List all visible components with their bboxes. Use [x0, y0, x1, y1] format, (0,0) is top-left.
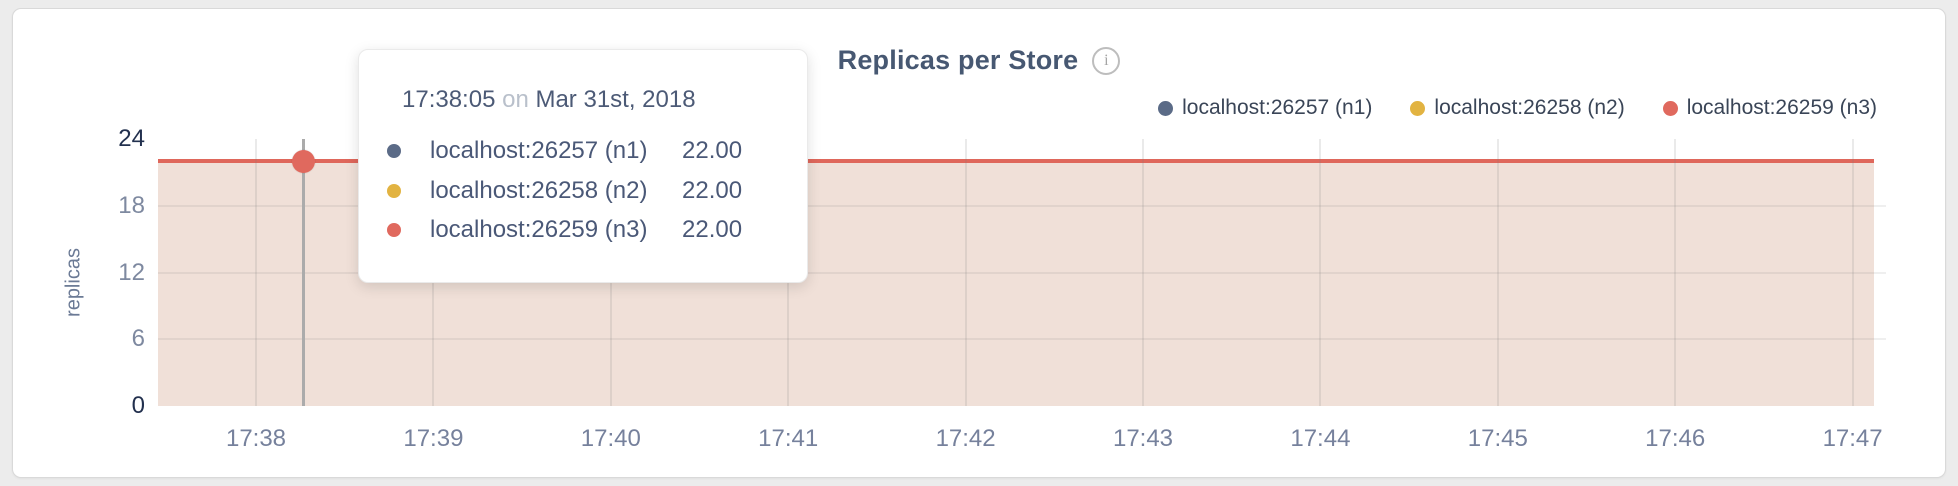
y-axis-title: replicas: [62, 248, 85, 317]
tooltip-series-value: 22.00: [682, 216, 743, 243]
vertical-gridline: [964, 139, 967, 406]
series-line: [158, 159, 1874, 164]
legend-item[interactable]: localhost:26257 (n1): [1158, 96, 1372, 120]
legend-label: localhost:26259 (n3): [1686, 96, 1877, 119]
chart-card: Replicas per Store i localhost:26257 (n1…: [12, 8, 1946, 478]
x-tick-label: 17:41: [758, 425, 819, 452]
legend-item[interactable]: localhost:26259 (n3): [1662, 96, 1877, 120]
tooltip-series-value: 22.00: [682, 176, 743, 204]
x-tick-label: 17:45: [1467, 425, 1528, 452]
legend-label: localhost:26258 (n2): [1434, 96, 1625, 119]
y-tick-label: 6: [131, 325, 145, 353]
vertical-gridline: [1674, 139, 1677, 406]
tooltip-series-name: localhost:26258 (n2): [430, 176, 648, 204]
tooltip-swatch-icon: [387, 183, 401, 198]
tooltip-series-name: localhost:26257 (n1): [430, 137, 648, 164]
tooltip-timestamp: 17:38:05 on Mar 31st, 2018: [402, 86, 696, 114]
vertical-gridline: [1142, 139, 1144, 406]
tooltip-connector: on: [502, 86, 529, 113]
horizontal-gridline: [158, 204, 1886, 207]
vertical-gridline: [255, 139, 257, 406]
legend-item[interactable]: localhost:26258 (n2): [1410, 96, 1625, 120]
tooltip-series-row: localhost:26257 (n1) 22.00: [387, 134, 742, 168]
vertical-gridline: [1496, 139, 1499, 406]
x-tick-label: 17:39: [403, 425, 464, 452]
y-tick-label: 18: [118, 191, 145, 219]
legend-swatch-icon: [1158, 100, 1174, 116]
vertical-gridline: [1851, 139, 1854, 406]
x-tick-label: 17:40: [580, 425, 641, 452]
hover-guideline: [302, 139, 305, 406]
hover-tooltip: 17:38:05 on Mar 31st, 2018 localhost:262…: [358, 49, 808, 283]
legend-label: localhost:26257 (n1): [1182, 96, 1373, 119]
info-icon[interactable]: i: [1092, 46, 1121, 75]
tooltip-time: 17:38:05: [402, 86, 496, 113]
horizontal-gridline: [158, 338, 1886, 341]
horizontal-gridline: [158, 271, 1886, 274]
tooltip-series-name: localhost:26259 (n3): [430, 216, 648, 243]
y-tick-label: 0: [131, 392, 145, 419]
chart-header: Replicas per Store i: [13, 45, 1945, 76]
chart-title: Replicas per Store: [837, 45, 1079, 75]
x-tick-label: 17:38: [225, 425, 287, 452]
tooltip-series-row: localhost:26258 (n2) 22.00: [387, 174, 742, 208]
tooltip-swatch-icon: [387, 144, 401, 158]
legend-swatch-icon: [1410, 100, 1426, 116]
legend-swatch-icon: [1662, 100, 1678, 116]
x-tick-label: 17:42: [935, 425, 996, 452]
tooltip-series-row: localhost:26259 (n3) 22.00: [387, 213, 742, 247]
tooltip-date: Mar 31st, 2018: [535, 86, 696, 113]
y-tick-label: 12: [118, 258, 145, 286]
tooltip-series-value: 22.00: [682, 137, 743, 164]
x-tick-label: 17:47: [1822, 425, 1883, 452]
tooltip-swatch-icon: [387, 223, 401, 237]
x-tick-label: 17:43: [1112, 425, 1174, 452]
legend: localhost:26257 (n1) localhost:26258 (n2)…: [1158, 96, 1877, 120]
x-tick-label: 17:44: [1290, 425, 1351, 452]
hover-point-marker: [291, 149, 315, 173]
y-tick-label: 24: [118, 125, 145, 152]
x-tick-label: 17:46: [1645, 425, 1706, 452]
vertical-gridline: [1319, 139, 1322, 406]
